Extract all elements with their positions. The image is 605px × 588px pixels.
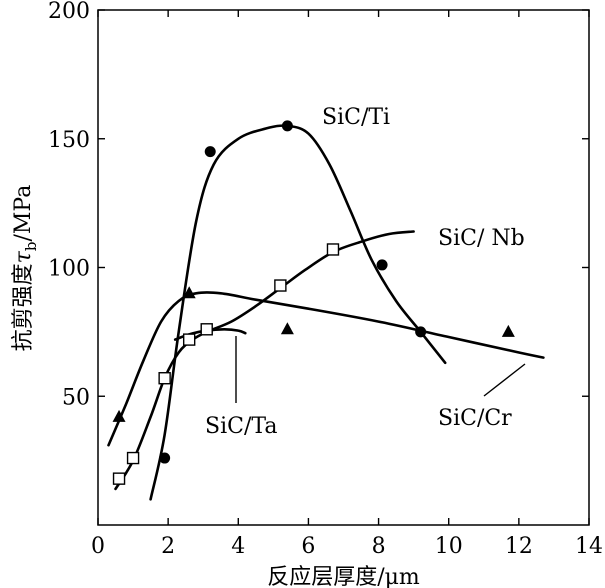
data-point-sic-ti-3 xyxy=(281,120,293,132)
x-tick-label-14: 14 xyxy=(575,534,603,559)
y-tick-label-150: 150 xyxy=(48,128,90,153)
y-axis-title-sub: b xyxy=(22,242,40,252)
x-axis-title: 反应层厚度/μm xyxy=(267,565,420,588)
markers-layer xyxy=(112,120,515,485)
data-point-sic-ti-5 xyxy=(415,326,427,338)
y-tick-label-100: 100 xyxy=(48,257,90,282)
leader-sic-cr xyxy=(483,363,526,397)
x-tick-label-10: 10 xyxy=(435,534,463,559)
y-axis-title-main: 抗剪强度 xyxy=(11,263,36,351)
data-point-sic-cr-4 xyxy=(501,324,515,337)
data-point-sic-nb-4 xyxy=(182,333,196,346)
y-axis-title: 抗剪强度τb/MPa xyxy=(11,185,40,352)
data-point-sic-cr-1 xyxy=(112,409,126,422)
ticks-layer xyxy=(97,9,590,525)
data-point-sic-nb-3 xyxy=(158,372,171,385)
x-tick-label-0: 0 xyxy=(91,534,105,559)
x-tick-label-2: 2 xyxy=(161,534,175,559)
x-tick-label-4: 4 xyxy=(231,534,245,559)
y-axis-title-tau: τ xyxy=(11,250,36,263)
y-tick-label-200: 200 xyxy=(48,0,90,24)
series-line-sic-cr xyxy=(107,291,545,447)
label-sic-ta: SiC/Ta xyxy=(205,414,277,439)
x-tick-label-6: 6 xyxy=(301,534,315,559)
series-line-sic-nb xyxy=(114,230,415,491)
data-point-sic-nb-2 xyxy=(126,451,140,465)
series-line-sic-ti xyxy=(149,124,447,501)
data-point-sic-cr-3 xyxy=(280,322,294,335)
data-point-sic-cr-2 xyxy=(182,286,196,299)
plot-frame xyxy=(97,9,590,526)
y-axis-title-unit: /MPa xyxy=(11,185,36,242)
y-tick-label-50: 50 xyxy=(62,385,90,410)
data-point-sic-ti-4 xyxy=(376,259,388,271)
x-tick-label-12: 12 xyxy=(505,534,533,559)
tick-labels: 0 2 4 6 8 10 12 14 50 100 150 200 xyxy=(48,0,603,559)
leader-lines xyxy=(235,336,526,403)
label-sic-cr: SiC/Cr xyxy=(438,406,512,431)
data-point-sic-ti-1 xyxy=(159,452,171,464)
annotations-layer: SiC/Ti SiC/ Nb SiC/Ta SiC/Cr xyxy=(205,105,525,439)
data-point-sic-ti-2 xyxy=(204,146,216,158)
data-point-sic-nb-1 xyxy=(112,472,126,485)
curves-layer xyxy=(107,124,545,501)
data-point-sic-nb-7 xyxy=(326,243,340,256)
data-point-sic-nb-5 xyxy=(200,323,213,336)
label-sic-ti: SiC/Ti xyxy=(322,105,390,130)
data-point-sic-nb-6 xyxy=(274,279,287,292)
x-tick-label-8: 8 xyxy=(372,534,386,559)
label-sic-nb: SiC/ Nb xyxy=(438,226,525,251)
